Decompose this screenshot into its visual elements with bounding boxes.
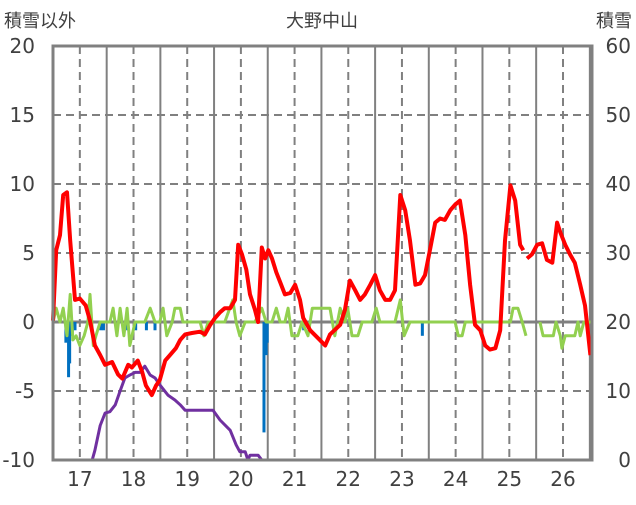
y-left-tick-label: -10: [2, 448, 35, 472]
x-tick-label: 20: [228, 467, 253, 491]
y-right-tick-label: 40: [606, 172, 631, 196]
y-left-tick-label: 5: [22, 241, 35, 265]
x-tick-label: 23: [389, 467, 414, 491]
snow-line: [53, 364, 592, 462]
y-right-tick-label: 0: [618, 448, 631, 472]
y-left-tick-label: 15: [10, 103, 35, 127]
precip-bar: [101, 322, 105, 331]
x-tick-label: 17: [67, 467, 92, 491]
precip-bar: [420, 322, 424, 336]
x-tick-label: 21: [282, 467, 307, 491]
y-right-tick-label: 10: [606, 379, 631, 403]
precip-bar: [99, 322, 103, 331]
y-left-tick-label: 0: [22, 310, 35, 334]
precip-bar: [68, 322, 72, 364]
chart-title: 大野中山: [286, 11, 358, 32]
x-tick-label: 24: [443, 467, 468, 491]
y-right-tick-label: 30: [606, 241, 631, 265]
temperature-line: [51, 183, 526, 398]
wind-line: [51, 292, 528, 347]
precip-bar: [265, 322, 269, 343]
precip-bar: [262, 322, 266, 433]
temperature-line: [525, 220, 593, 356]
y-left-tick-label: -5: [15, 379, 35, 403]
left-axis-title: 積雪以外: [4, 11, 76, 32]
y-left-tick-label: 20: [10, 34, 35, 58]
x-tick-label: 22: [336, 467, 361, 491]
plot-frame: [51, 44, 594, 462]
y-left-tick-label: 10: [10, 172, 35, 196]
x-tick-label: 25: [497, 467, 522, 491]
precip-bar: [153, 322, 157, 331]
series-layer: [51, 183, 593, 462]
precip-bar: [73, 322, 77, 331]
right-axis-title: 積雪: [596, 11, 632, 32]
x-tick-label: 18: [121, 467, 146, 491]
precip-bar: [144, 322, 148, 331]
x-tick-label: 19: [174, 467, 199, 491]
x-tick-label: 26: [550, 467, 575, 491]
y-right-tick-label: 20: [606, 310, 631, 334]
gridlines: [53, 46, 592, 460]
y-right-tick-label: 50: [606, 103, 631, 127]
wind-line: [538, 320, 592, 350]
y-right-tick-label: 60: [606, 34, 631, 58]
